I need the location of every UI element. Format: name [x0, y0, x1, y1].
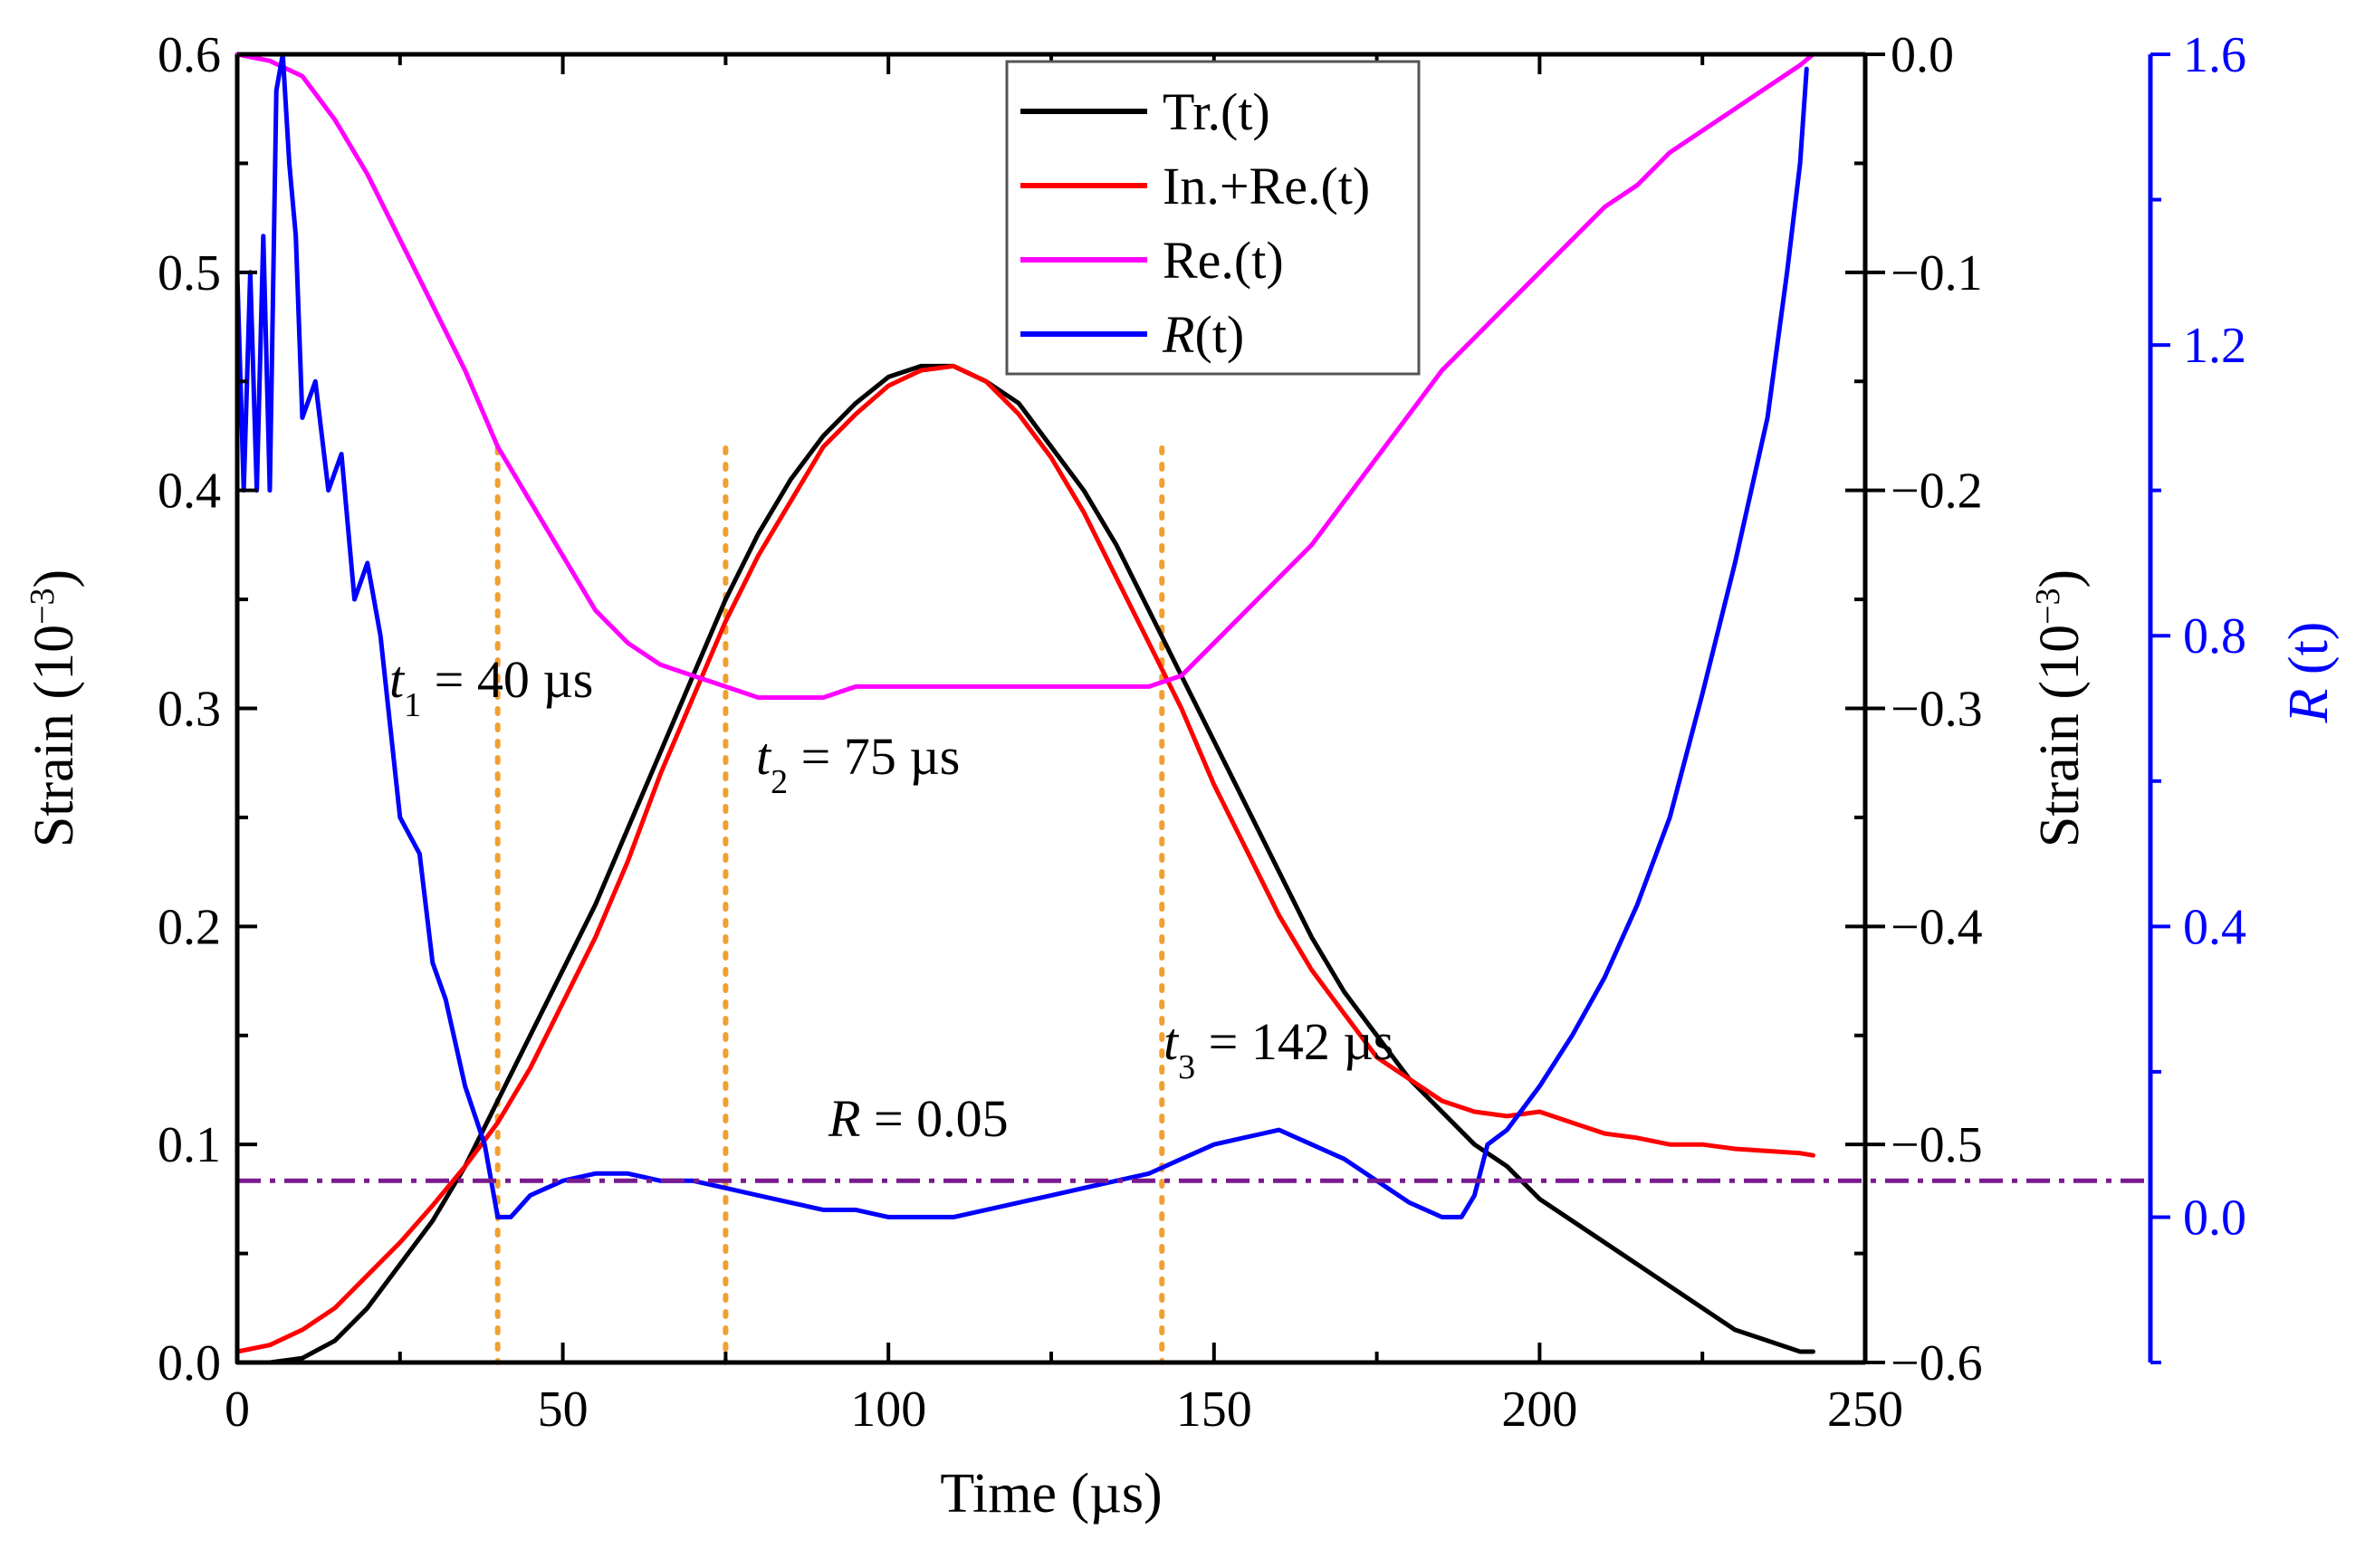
legend-label-italic: R	[1162, 305, 1194, 364]
y-right-label-exp: −3	[2029, 588, 2067, 624]
marker-label-sub: 3	[1178, 1048, 1195, 1086]
axes	[235, 52, 2170, 1365]
r-tick-label: 0.0	[2183, 1190, 2246, 1246]
axis-labels: Time (µs)Strain (10−3)Strain (10−3)R (t)	[24, 569, 2340, 1525]
r-tick-label: 1.2	[2183, 318, 2246, 374]
marker-label-italic: t	[389, 650, 406, 709]
y-left-label-prefix: Strain (10	[24, 625, 85, 847]
series-line-3	[235, 52, 1815, 700]
legend-label-text: (t)	[1194, 305, 1244, 364]
reference-label-rest: = 0.05	[860, 1089, 1008, 1148]
marker-label-sub: 1	[404, 686, 421, 724]
reference-line-label: R = 0.05	[828, 1089, 1009, 1148]
reference-label-italic: R	[828, 1089, 860, 1148]
y-left-tick-label: 0.1	[158, 1117, 221, 1173]
y-left-axis-label: Strain (10−3)	[24, 569, 85, 847]
y-left-tick-label: 0.4	[158, 464, 221, 520]
marker-label-italic: t	[756, 727, 772, 786]
marker-label-3: t3 = 142 µs	[1163, 1012, 1393, 1086]
y-left-tick-label: 0.3	[158, 682, 221, 738]
legend-label-4: R(t)	[1162, 305, 1244, 364]
marker-label-sub: 2	[771, 763, 788, 801]
marker-label-rest: = 142 µs	[1195, 1012, 1393, 1071]
legend-label-text: Tr.(t)	[1163, 82, 1270, 141]
marker-label-rest: = 75 µs	[788, 727, 960, 786]
x-tick-label: 250	[1827, 1382, 1903, 1438]
y-right-label-prefix: Strain (10	[2029, 625, 2091, 847]
r-tick-label: 0.8	[2183, 608, 2246, 664]
y-left-label-exp: −3	[24, 588, 62, 624]
y-right-tick-label: −0.5	[1891, 1117, 1983, 1173]
legend-label-1: Tr.(t)	[1163, 82, 1270, 141]
x-tick-label: 0	[225, 1382, 250, 1438]
y-left-tick-label: 0.6	[158, 27, 221, 83]
x-axis-label: Time (µs)	[940, 1463, 1162, 1525]
y-right-tick-label: −0.4	[1891, 899, 1983, 955]
legend-label-text: Re.(t)	[1163, 231, 1284, 290]
y-left-tick-label: 0.2	[158, 899, 221, 955]
marker-label-italic: t	[1163, 1012, 1180, 1071]
y-right-tick-label: −0.6	[1891, 1335, 1983, 1391]
series-line-2	[235, 363, 1815, 1354]
legend-label-2: In.+Re.(t)	[1163, 157, 1370, 215]
marker-label-rest: = 40 µs	[421, 650, 593, 709]
r-axis-label-italic: R	[2278, 689, 2340, 724]
legend: Tr.(t) In.+Re.(t) Re.(t) R(t)	[1005, 60, 1421, 376]
marker-label-2: t2 = 75 µs	[756, 727, 960, 801]
tick-labels: 0 50 100 150 200 250 0.0 0.1 0.2 0.3 0.4 0.5 0.6 −0.6…	[158, 27, 2246, 1438]
series-lines	[235, 52, 2150, 1365]
series-line-1	[235, 363, 1815, 1365]
y-right-tick-label: −0.3	[1891, 682, 1983, 738]
y-left-tick-label: 0.0	[158, 1335, 221, 1391]
x-tick-label: 150	[1176, 1382, 1252, 1438]
y-left-tick-label: 0.5	[158, 245, 221, 301]
y-left-label-suffix: )	[24, 569, 85, 588]
marker-label-1: t1 = 40 µs	[389, 650, 593, 724]
y-right-label-suffix: )	[2029, 569, 2091, 588]
x-tick-label: 50	[538, 1382, 589, 1438]
series-line-4	[235, 52, 1809, 1219]
y-right-axis-label: Strain (10−3)	[2029, 569, 2091, 847]
y-right-tick-label: 0.0	[1891, 27, 1954, 83]
r-tick-label: 0.4	[2183, 899, 2246, 955]
x-tick-label: 100	[850, 1382, 926, 1438]
y-right-tick-label: −0.1	[1891, 245, 1983, 301]
r-tick-label: 1.6	[2183, 27, 2246, 83]
r-axis-label: R (t)	[2278, 622, 2340, 724]
y-right-tick-label: −0.2	[1891, 464, 1983, 520]
legend-label-3: Re.(t)	[1163, 231, 1284, 290]
r-axis-label-rest: (t)	[2278, 622, 2340, 689]
legend-label-text: In.+Re.(t)	[1163, 157, 1370, 215]
x-tick-label: 200	[1501, 1382, 1577, 1438]
